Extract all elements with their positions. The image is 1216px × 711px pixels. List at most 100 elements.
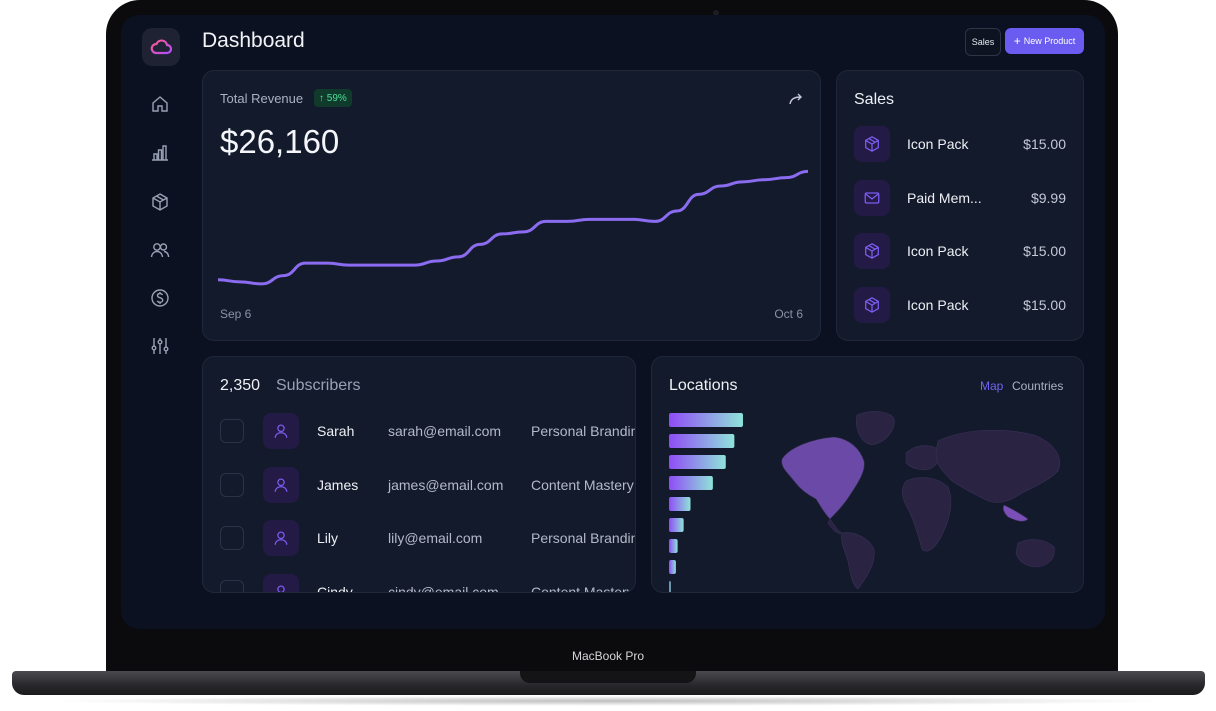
location-bar	[669, 518, 684, 532]
sidebar-item-products[interactable]	[149, 191, 171, 213]
subscribers-count: 2,350	[220, 377, 261, 394]
app-logo[interactable]	[142, 28, 180, 66]
location-bar	[669, 581, 671, 592]
laptop-hinge-cutout	[520, 671, 696, 683]
locations-title: Locations	[669, 377, 738, 394]
location-bar	[669, 413, 743, 427]
new-product-label: New Product	[1023, 36, 1076, 46]
bar-chart-icon	[152, 145, 168, 161]
user-icon	[274, 478, 288, 492]
subscriber-plan: Content Mastery	[531, 584, 634, 593]
tab-countries[interactable]: Countries	[1012, 379, 1064, 393]
locations-card: Locations Map Countries	[651, 356, 1084, 593]
sidebar-item-analytics[interactable]	[149, 142, 171, 164]
box-icon	[865, 297, 879, 313]
sidebar-item-settings[interactable]	[149, 335, 171, 357]
subscriber-email: cindy@email.com	[388, 584, 499, 593]
users-icon	[150, 243, 170, 258]
revenue-chart	[218, 169, 808, 286]
map-central-america	[827, 518, 843, 534]
sale-item-icon	[854, 233, 890, 269]
revenue-label: Total Revenue	[220, 91, 304, 106]
map-south-america	[841, 532, 875, 590]
home-icon	[152, 96, 168, 112]
cloud-logo-icon	[150, 39, 172, 55]
sale-item[interactable]: Icon Pack $15.00	[854, 126, 1066, 162]
sales-card: Sales Icon Pack $15.00 Paid Mem... $9.99…	[836, 70, 1084, 341]
sidebar-item-customers[interactable]	[149, 239, 171, 261]
location-bar	[669, 560, 676, 574]
revenue-card: Total Revenue ↑ 59% $26,160 Sep 6 Oct 6	[202, 70, 821, 341]
sliders-icon	[151, 338, 169, 354]
map-europe	[905, 445, 940, 471]
camera	[713, 10, 719, 16]
sale-item[interactable]: Paid Mem... $9.99	[854, 180, 1066, 216]
map-africa	[902, 477, 952, 552]
sale-item[interactable]: Icon Pack $15.00	[854, 233, 1066, 269]
subscriber-plan: Content Mastery	[531, 477, 634, 493]
subscribers-card: 2,350 Subscribers Sarah sarah@email.com …	[202, 356, 636, 593]
subscriber-plan: Personal Branding	[531, 530, 636, 546]
sale-item-price: $15.00	[1023, 136, 1066, 152]
box-icon	[152, 193, 168, 211]
avatar	[263, 467, 299, 503]
avatar	[263, 520, 299, 556]
app-screen: Dashboard Sales + New Product Total Reve…	[121, 15, 1105, 629]
subscriber-plan: Personal Branding	[531, 423, 636, 439]
sales-button[interactable]: Sales	[965, 28, 1001, 56]
share-icon[interactable]	[788, 91, 804, 107]
user-icon	[274, 424, 288, 438]
sidebar-item-home[interactable]	[149, 93, 171, 115]
subscriber-name: James	[317, 477, 359, 493]
subscriber-row[interactable]: James james@email.com Content Mastery	[220, 467, 635, 503]
revenue-series-line	[218, 169, 808, 286]
location-bar	[669, 497, 691, 511]
sale-item-icon	[854, 180, 890, 216]
box-icon	[865, 136, 879, 152]
chart-x-label-end: Oct 6	[774, 307, 803, 321]
sales-title: Sales	[854, 91, 895, 108]
mail-icon	[864, 192, 880, 204]
subscriber-row[interactable]: Cindy cindy@email.com Content Mastery	[220, 574, 635, 593]
sale-item-name: Icon Pack	[907, 297, 969, 313]
map-australia	[1015, 539, 1055, 568]
map-se-asia	[1002, 504, 1029, 522]
subscriber-email: james@email.com	[388, 477, 504, 493]
sale-item-name: Icon Pack	[907, 243, 969, 259]
locations-bar-chart	[669, 413, 743, 592]
device-label: MacBook Pro	[571, 649, 645, 663]
tab-map[interactable]: Map	[980, 379, 1004, 393]
plus-icon: +	[1013, 34, 1021, 48]
map-asia	[935, 429, 1060, 503]
page-title: Dashboard	[202, 29, 305, 52]
location-bar	[669, 539, 678, 553]
sale-item-price: $15.00	[1023, 243, 1066, 259]
sale-item-price: $9.99	[1030, 190, 1066, 206]
map-north-america	[781, 436, 865, 520]
chart-x-label-start: Sep 6	[220, 307, 252, 321]
row-checkbox[interactable]	[220, 580, 244, 592]
subscriber-row[interactable]: Sarah sarah@email.com Personal Branding	[220, 413, 636, 449]
user-icon	[277, 585, 285, 592]
box-icon	[865, 243, 879, 259]
revenue-value: $26,160	[220, 123, 340, 160]
sale-item-name: Paid Mem...	[907, 190, 982, 206]
sale-item-icon	[854, 287, 890, 323]
subscriber-email: lily@email.com	[388, 530, 483, 546]
dollar-icon	[151, 289, 169, 307]
avatar	[263, 413, 299, 449]
row-checkbox[interactable]	[220, 473, 244, 497]
location-bar	[669, 455, 726, 469]
sale-item[interactable]: Icon Pack $15.00	[854, 287, 1066, 323]
sale-item-icon	[854, 126, 890, 162]
new-product-button[interactable]: + New Product	[1005, 28, 1084, 54]
subscriber-row[interactable]: Lily lily@email.com Personal Branding	[220, 520, 636, 556]
map-greenland	[856, 411, 895, 446]
subscriber-name: Sarah	[317, 423, 355, 439]
location-bar	[669, 476, 713, 490]
location-bar	[669, 434, 735, 448]
row-checkbox[interactable]	[220, 526, 244, 550]
row-checkbox[interactable]	[220, 419, 244, 443]
sidebar-item-billing[interactable]	[149, 287, 171, 309]
subscriber-name: Lily	[317, 530, 339, 546]
